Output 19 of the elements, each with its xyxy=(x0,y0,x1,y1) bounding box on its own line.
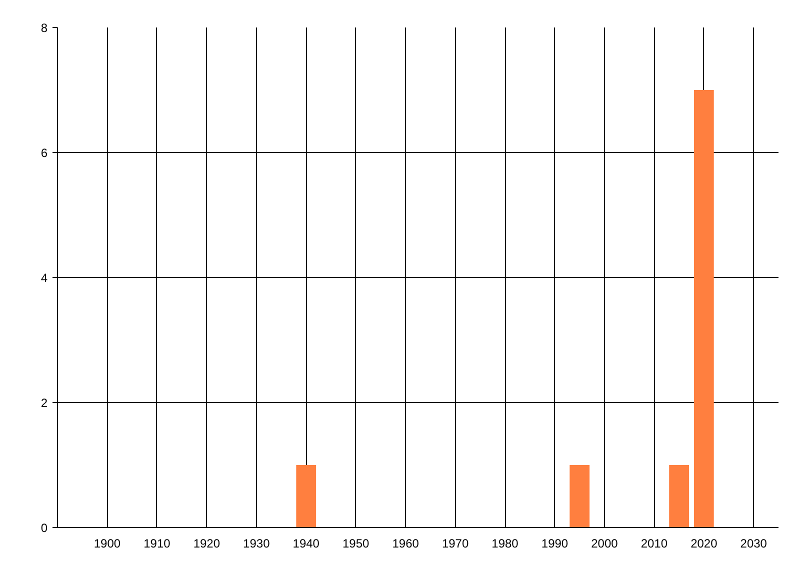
y-tick-label: 4 xyxy=(40,271,48,285)
x-tick-label: 1930 xyxy=(243,536,270,550)
x-tick-label: 2030 xyxy=(740,536,768,550)
x-tick-label: 1920 xyxy=(193,536,220,550)
x-tick-label: 1900 xyxy=(94,536,121,550)
x-tick-label: 2020 xyxy=(690,536,718,550)
y-tick-label: 8 xyxy=(40,21,48,35)
x-tick-label: 1990 xyxy=(541,536,568,550)
y-tick-label: 0 xyxy=(40,521,48,535)
x-tick-label: 1910 xyxy=(144,536,171,550)
y-tick-label: 2 xyxy=(40,396,48,410)
x-tick-label: 1980 xyxy=(492,536,519,550)
x-tick-label: 1950 xyxy=(342,536,370,550)
x-tick-label: 2000 xyxy=(591,536,618,550)
y-tick-label: 6 xyxy=(40,146,48,160)
x-tick-label: 1960 xyxy=(392,536,420,550)
x-tick-label: 1940 xyxy=(292,536,320,550)
x-tick-label: 1970 xyxy=(442,536,469,550)
x-tick-label: 2010 xyxy=(640,536,668,550)
